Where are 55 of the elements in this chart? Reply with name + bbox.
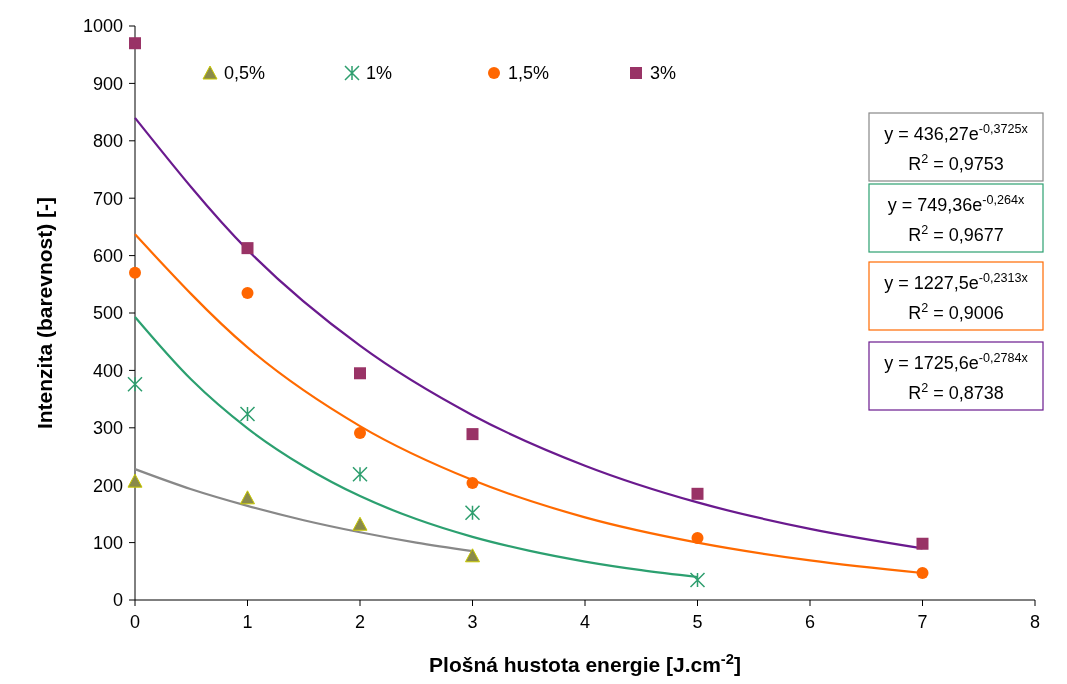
- point: [241, 286, 254, 299]
- point: [354, 426, 366, 439]
- point: [240, 490, 255, 505]
- point: [464, 505, 481, 521]
- legend-label: 0,5%: [224, 63, 266, 84]
- y-tick-label: 900: [92, 73, 123, 94]
- y-tick-label: 300: [92, 418, 123, 439]
- annotation: R$^{2}$ = 0,9677: [908, 223, 1004, 245]
- y-tick-label: 600: [92, 245, 123, 266]
- y-tick-label: 100: [92, 532, 123, 553]
- point: [689, 572, 706, 588]
- annotation: R$^{2}$ = 0,9006: [908, 301, 1004, 323]
- point: [466, 476, 479, 489]
- point: [466, 428, 479, 441]
- y-tick-label: 1000: [82, 16, 123, 37]
- x-tick-label: 8: [1029, 612, 1041, 632]
- annotation: R$^{2}$ = 0,8738: [908, 381, 1004, 403]
- legend-label: 1%: [366, 63, 393, 84]
- point: [916, 537, 929, 550]
- point: [241, 242, 254, 255]
- x-tick-label: 6: [804, 612, 816, 632]
- annotation: y = 749,36e$^{-0,264x}$: [887, 193, 1025, 215]
- x-tick-label: 5: [692, 612, 703, 632]
- y-tick-label: 500: [92, 303, 123, 324]
- x-tick-label: 7: [917, 612, 928, 632]
- point: [129, 266, 141, 279]
- annotation: y = 1725,6e$^{-0,2784x}$: [884, 351, 1029, 373]
- point: [127, 473, 143, 488]
- y-tick-label: 0: [112, 590, 123, 611]
- point: [691, 487, 704, 500]
- y-tick-label: 700: [92, 188, 123, 209]
- x-tick-label: 3: [467, 612, 478, 632]
- point: [352, 466, 368, 483]
- legend-label: 3%: [650, 63, 677, 84]
- y-axis-title: Intenzita (barevnost) [-]: [33, 196, 56, 430]
- x-tick-label: 4: [579, 612, 591, 632]
- x-tick-label: 2: [354, 612, 366, 632]
- point: [465, 548, 480, 563]
- point: [354, 367, 366, 380]
- point: [239, 406, 256, 422]
- legend-label: 1,5%: [508, 63, 550, 84]
- y-tick-label: 200: [92, 475, 123, 496]
- point: [129, 37, 141, 50]
- x-tick-label: 1: [242, 612, 253, 632]
- annotation: y = 436,27e$^{-0,3725x}$: [884, 122, 1029, 144]
- annotation: R$^{2}$ = 0,9753: [908, 152, 1004, 174]
- x-axis-title: Plošná hustota energie [J.cm$^{-2}$]: [429, 651, 741, 676]
- point: [916, 567, 929, 580]
- x-tick-label: 0: [129, 612, 141, 632]
- point: [127, 376, 143, 392]
- point: [352, 516, 368, 531]
- point: [691, 532, 704, 545]
- annotation: y = 1227,5e$^{-0,2313x}$: [884, 271, 1029, 293]
- y-tick-label: 400: [92, 360, 123, 381]
- y-tick-label: 800: [92, 131, 123, 152]
